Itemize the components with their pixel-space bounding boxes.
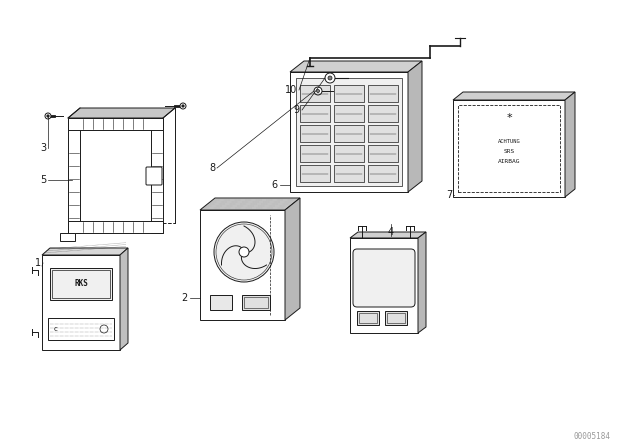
Circle shape — [328, 76, 332, 80]
Text: 6: 6 — [272, 180, 278, 190]
Bar — [52, 270, 110, 298]
Text: 8: 8 — [209, 163, 215, 173]
Text: 10: 10 — [285, 85, 297, 95]
Polygon shape — [350, 232, 426, 238]
Bar — [300, 105, 330, 122]
Polygon shape — [68, 108, 175, 118]
FancyBboxPatch shape — [146, 167, 162, 185]
Polygon shape — [418, 232, 426, 333]
Bar — [244, 297, 268, 308]
Polygon shape — [453, 92, 575, 100]
Polygon shape — [290, 61, 422, 72]
Bar — [300, 165, 330, 182]
Bar — [242, 295, 270, 310]
Bar — [68, 221, 163, 233]
Bar — [200, 210, 285, 320]
Text: 7: 7 — [445, 190, 452, 200]
Text: 3: 3 — [40, 143, 46, 153]
Bar — [458, 105, 560, 192]
FancyBboxPatch shape — [353, 249, 415, 307]
Text: 4: 4 — [388, 227, 394, 237]
Text: 2: 2 — [182, 293, 188, 303]
Text: 1: 1 — [35, 258, 41, 268]
Text: SRS: SRS — [504, 148, 515, 154]
Polygon shape — [408, 61, 422, 192]
Circle shape — [47, 115, 49, 117]
Bar — [300, 145, 330, 162]
Text: *: * — [506, 113, 512, 123]
Circle shape — [182, 105, 184, 107]
Bar — [368, 85, 398, 102]
Text: 00005184: 00005184 — [573, 431, 610, 440]
Polygon shape — [565, 92, 575, 197]
Bar — [290, 72, 408, 192]
Bar — [296, 78, 402, 186]
Bar — [453, 100, 565, 197]
Bar — [334, 125, 364, 142]
Bar — [368, 125, 398, 142]
Bar — [300, 85, 330, 102]
Text: 5: 5 — [40, 175, 46, 185]
Circle shape — [239, 247, 249, 257]
Bar — [68, 118, 80, 233]
Bar — [210, 295, 232, 310]
Circle shape — [325, 73, 335, 83]
Bar — [60, 233, 75, 241]
Text: RKS: RKS — [74, 280, 88, 289]
Polygon shape — [200, 198, 300, 210]
Bar — [50, 268, 112, 300]
Circle shape — [45, 113, 51, 119]
Bar — [42, 255, 120, 350]
Bar — [385, 311, 407, 325]
Text: ACHTUNG: ACHTUNG — [498, 138, 520, 143]
Bar — [359, 313, 377, 323]
Polygon shape — [285, 198, 300, 320]
Bar — [368, 165, 398, 182]
Bar — [387, 313, 405, 323]
Bar — [334, 145, 364, 162]
Bar — [368, 105, 398, 122]
Circle shape — [180, 103, 186, 109]
Circle shape — [214, 222, 274, 282]
Bar — [357, 311, 379, 325]
Bar — [68, 118, 163, 130]
Bar — [368, 145, 398, 162]
Bar — [350, 238, 418, 333]
Bar — [334, 165, 364, 182]
Circle shape — [314, 87, 322, 95]
Circle shape — [317, 90, 319, 92]
Text: c: c — [54, 326, 58, 332]
Text: AIRBAG: AIRBAG — [498, 159, 520, 164]
Polygon shape — [42, 248, 128, 255]
Text: 9: 9 — [294, 105, 300, 115]
Polygon shape — [120, 248, 128, 350]
Bar — [48, 318, 114, 340]
Bar — [300, 125, 330, 142]
Bar — [151, 118, 163, 233]
Bar — [334, 85, 364, 102]
Bar — [334, 105, 364, 122]
